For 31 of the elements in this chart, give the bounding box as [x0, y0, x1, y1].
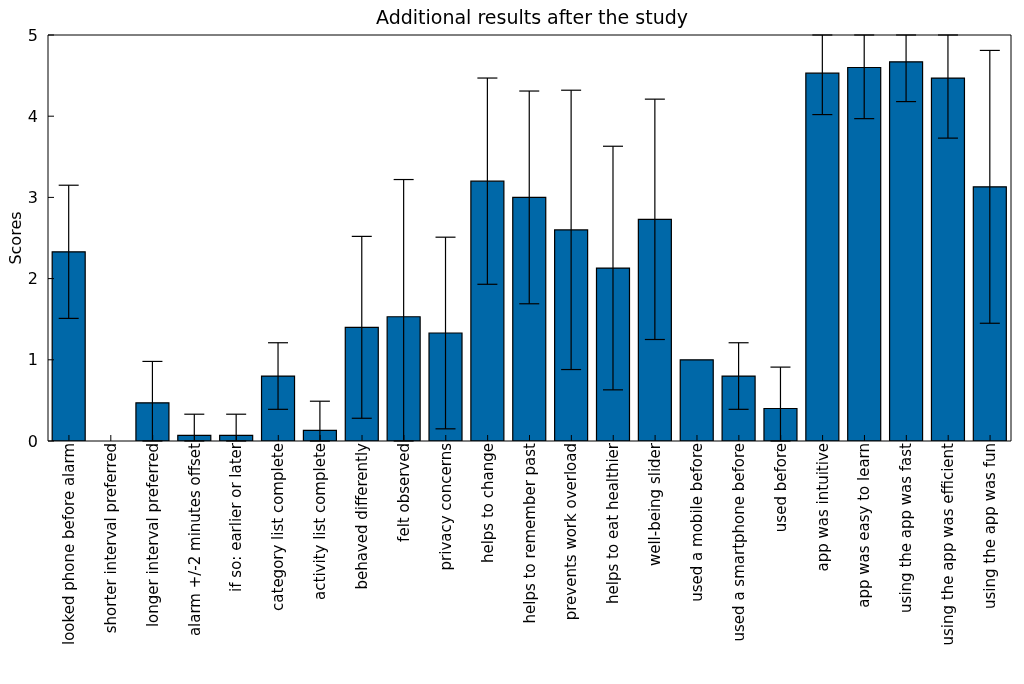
- x-tick-label: used a smartphone before: [729, 443, 748, 642]
- x-tick-label: helps to change: [478, 443, 497, 564]
- y-tick-label: 5: [27, 25, 38, 45]
- x-tick-label: behaved differently: [353, 442, 372, 590]
- chart-title: Additional results after the study: [375, 6, 689, 28]
- x-tick-label: using the app was efficient: [939, 442, 958, 646]
- x-tick-label: using the app was fun: [981, 443, 1000, 610]
- x-tick-label: privacy concerns: [436, 442, 455, 571]
- x-tick-label: helps to eat healthier: [604, 442, 623, 604]
- x-tick-label: well-being slider: [646, 442, 665, 567]
- x-tick-label: category list complete: [269, 443, 288, 611]
- x-tick-label: app was easy to learn: [855, 443, 874, 608]
- y-tick-label: 0: [27, 431, 38, 451]
- y-axis-title: Scores: [5, 211, 25, 265]
- y-tick-label: 1: [27, 350, 38, 370]
- x-tick-label: shorter interval preferred: [101, 443, 120, 634]
- x-tick-label: alarm +/-2 minutes offset: [185, 442, 204, 637]
- y-tick-label: 3: [27, 188, 38, 208]
- x-tick-label: using the app was fast: [897, 442, 916, 613]
- y-tick-label: 2: [27, 269, 38, 289]
- x-tick-label: used a mobile before: [687, 443, 706, 602]
- x-tick-label: prevents work overload: [562, 443, 581, 621]
- x-tick-label: used before: [771, 443, 790, 533]
- x-tick-label: if so: earlier or later: [227, 442, 246, 592]
- x-tick-label: app was intuitive: [813, 443, 832, 572]
- x-tick-label: felt observed: [394, 443, 413, 542]
- x-tick-label: looked phone before alarm: [59, 443, 78, 646]
- x-tick-label: activity list complete: [311, 443, 330, 600]
- x-tick-label: longer interval preferred: [143, 443, 162, 628]
- y-tick-label: 4: [27, 106, 38, 126]
- x-tick-label: helps to remember past: [520, 442, 539, 624]
